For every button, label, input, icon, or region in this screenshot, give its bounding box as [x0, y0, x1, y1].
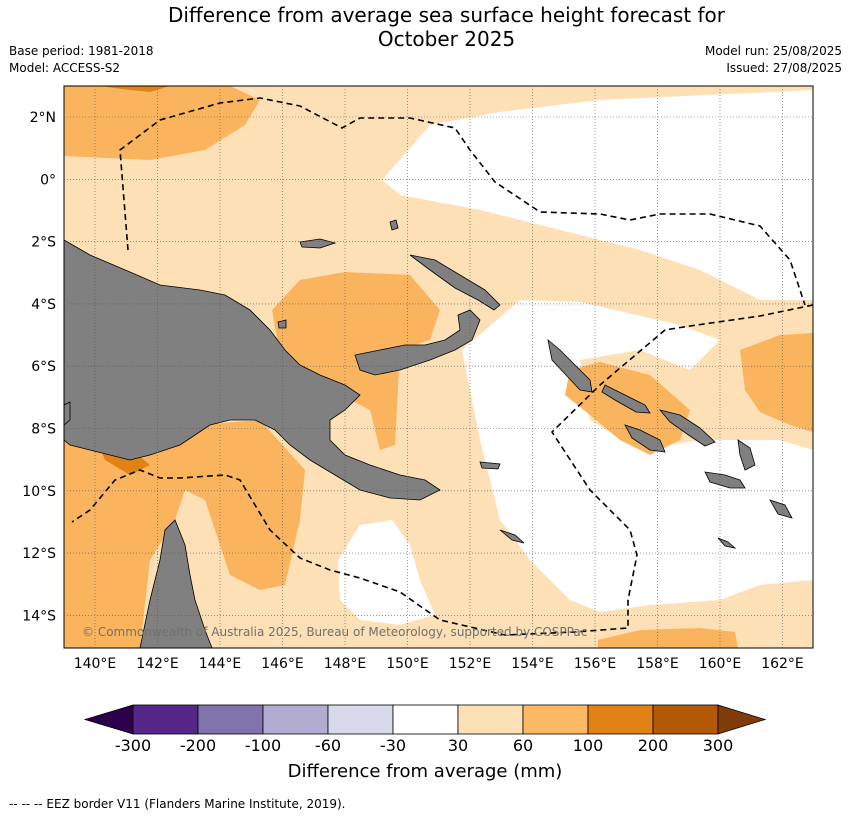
small-island [389, 219, 399, 231]
base-period: Base period: 1981-2018 [9, 44, 154, 58]
anomaly-band-100-200-north [100, 86, 170, 92]
colorbar-tick-label: -100 [244, 736, 282, 755]
small-island [277, 319, 287, 329]
louisiade-island [479, 461, 501, 470]
longitude-tick-label: 162°E [761, 656, 804, 672]
colorbar-segment [522, 704, 589, 735]
model-name: Model: ACCESS-S2 [9, 61, 121, 75]
model-run: Model run: 25/08/2025 [704, 44, 842, 58]
longitude-tick-label: 150°E [386, 656, 429, 672]
longitude-tick-label: 156°E [574, 656, 617, 672]
chart-title: Difference from average sea surface heig… [0, 3, 850, 51]
title-line-2: October 2025 [377, 27, 516, 51]
near-zero-region-north [382, 90, 813, 300]
new-ireland-island [409, 254, 501, 311]
latitude-labels: 2°N 0° 2°S 4°S 6°S 8°S 10°S 12°S 14°S [22, 110, 56, 624]
colorbar-segment [392, 704, 459, 735]
near-zero-region-east [462, 300, 813, 612]
longitude-tick-label: 158°E [636, 656, 679, 672]
eez-footnote: -- -- -- EEZ border V11 (Flanders Marine… [9, 797, 346, 811]
latitude-tick-label: 2°N [30, 110, 56, 126]
anomaly-band-60-100-south [598, 628, 738, 648]
longitude-tick-label: 140°E [74, 656, 117, 672]
colorbar-tick-label: 200 [637, 736, 669, 755]
colorbar-segment [197, 704, 264, 735]
colorbar-tick-label: 30 [447, 736, 469, 755]
cape-york-peninsula [139, 519, 213, 648]
longitude-labels: 140°E 142°E 144°E 146°E 148°E 150°E 152°E 154°E… [74, 656, 804, 672]
colorbar-segment [652, 704, 719, 735]
latitude-tick-label: 8°S [31, 422, 56, 438]
new-britain-island [354, 309, 481, 376]
colorbar-tick-label: -300 [114, 736, 152, 755]
colorbar-segment [457, 704, 524, 735]
latitude-tick-label: 0° [40, 172, 56, 188]
santa-cruz-island [737, 439, 756, 471]
meta-right: Model run: 25/08/2025 Issued: 27/08/2025 [705, 43, 842, 77]
latitude-tick-label: 2°S [31, 235, 56, 251]
colorbar-segment [327, 704, 394, 735]
longitude-tick-label: 144°E [199, 656, 242, 672]
manus-island [299, 238, 337, 249]
solomon-island-malaita [658, 409, 716, 447]
colorbar-segment [132, 704, 199, 735]
longitude-tick-label: 160°E [699, 656, 742, 672]
colorbar-segment [587, 704, 654, 735]
anomaly-band-60-100-png [272, 272, 440, 450]
colorbar-under-arrow [83, 704, 134, 735]
colorbar-segment [262, 704, 329, 735]
eez-border-lines [71, 97, 813, 636]
colorbar [83, 704, 767, 735]
map-frame [63, 85, 814, 649]
copyright-notice: © Commonwealth of Australia 2025, Bureau… [82, 625, 588, 639]
espiritu-santo-island [769, 499, 793, 519]
solomon-island-guadalcanal [624, 424, 666, 453]
longitude-tick-label: 154°E [511, 656, 554, 672]
anomaly-band-60-100-north [64, 86, 260, 160]
longitude-tick-label: 142°E [136, 656, 179, 672]
anomaly-band-60-100-east [740, 333, 813, 432]
new-guinea-landmass [64, 239, 441, 501]
colorbar-tick-label: 60 [512, 736, 534, 755]
longitude-tick-label: 152°E [449, 656, 492, 672]
latitude-tick-label: 6°S [31, 359, 56, 375]
longitude-tick-label: 146°E [261, 656, 304, 672]
colorbar-tick-label: 300 [702, 736, 734, 755]
small-island [717, 537, 737, 549]
colorbar-tick-label: -60 [314, 736, 342, 755]
solomon-island-choiseul [601, 384, 651, 414]
anomaly-band-60-100-solomons [565, 362, 690, 455]
issued-date: Issued: 27/08/2025 [726, 61, 842, 75]
meta-left: Base period: 1981-2018 Model: ACCESS-S2 [9, 43, 154, 77]
latitude-tick-label: 14°S [22, 608, 56, 624]
latitude-tick-label: 10°S [22, 484, 56, 500]
latitude-tick-label: 12°S [22, 546, 56, 562]
colorbar-label: Difference from average (mm) [287, 761, 563, 782]
title-line-1: Difference from average sea surface heig… [167, 3, 726, 27]
vanuatu-island [704, 471, 746, 489]
graticule [64, 86, 813, 648]
longitude-tick-label: 148°E [324, 656, 367, 672]
colorbar-tick-label: -200 [179, 736, 217, 755]
rossel-island [499, 529, 525, 544]
colorbar-tick-label: 100 [572, 736, 604, 755]
small-island [64, 401, 71, 426]
colorbar-tick-label: -30 [379, 736, 407, 755]
colorbar-over-arrow [717, 704, 767, 735]
eez-border [119, 97, 806, 306]
latitude-tick-label: 4°S [31, 297, 56, 313]
map-area [64, 86, 813, 648]
